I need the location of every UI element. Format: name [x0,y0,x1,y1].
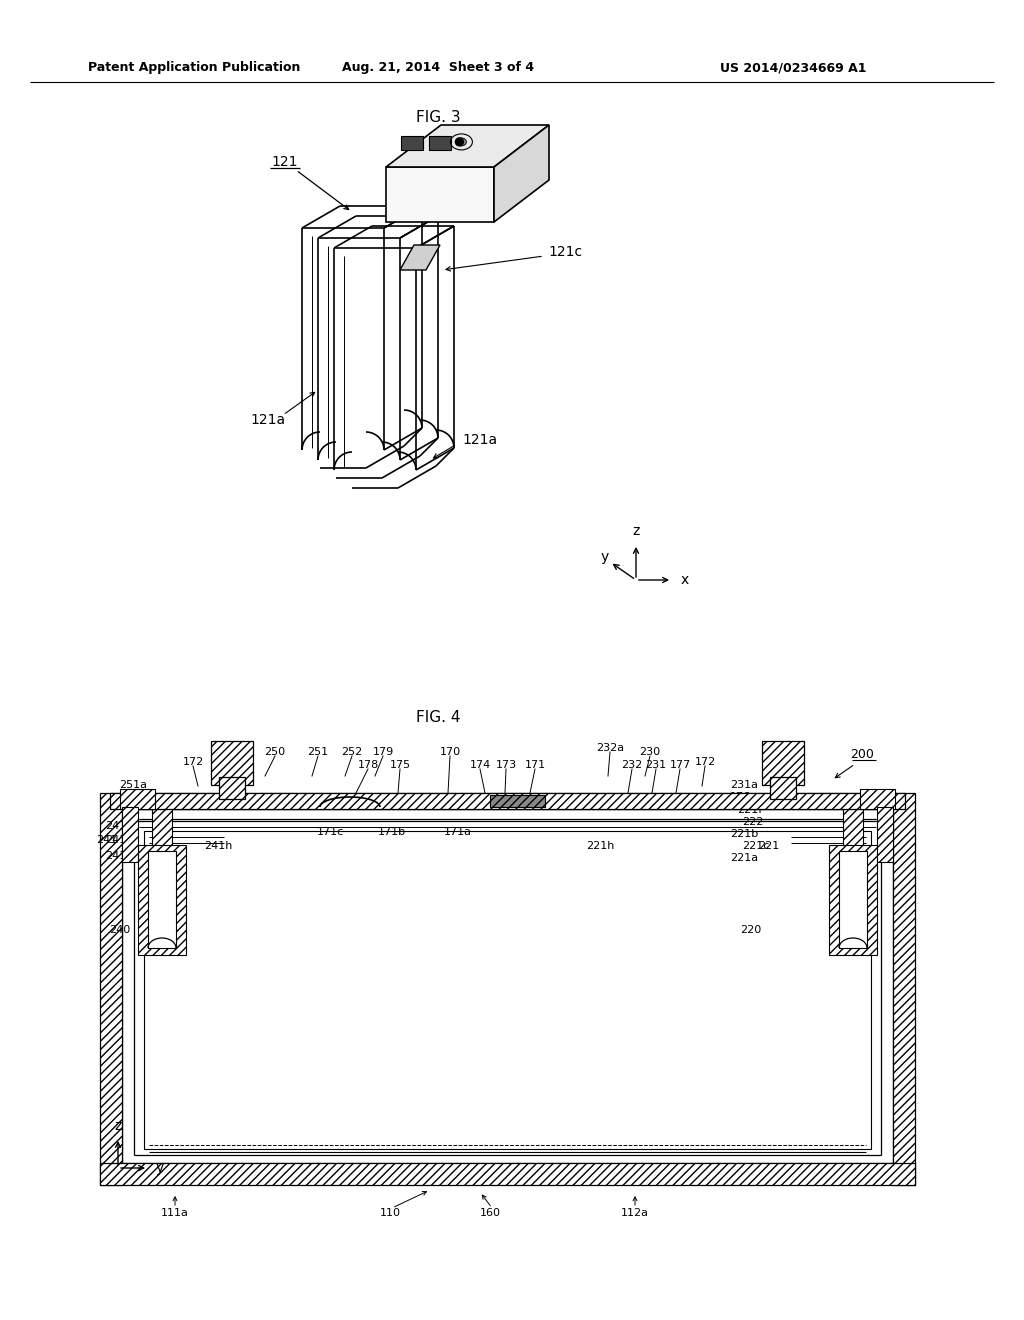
Text: x: x [681,573,689,587]
Bar [100,1163,915,1185]
Bar [122,793,893,809]
Polygon shape [386,125,549,168]
Text: y: y [156,1162,164,1175]
Text: 231a: 231a [730,780,758,789]
Text: FIG. 4: FIG. 4 [416,710,460,726]
Polygon shape [144,832,871,1148]
Bar [100,793,122,1185]
Text: 241b: 241b [104,821,133,832]
Text: 171: 171 [524,760,546,770]
Polygon shape [401,136,423,150]
Polygon shape [839,851,867,948]
Text: 221h: 221h [586,841,614,851]
Text: 171c: 171c [316,828,344,837]
Text: 252: 252 [341,747,362,756]
Text: 200: 200 [850,748,873,762]
Text: 241c: 241c [105,836,133,845]
Text: 172: 172 [694,756,716,767]
Text: 178: 178 [357,760,379,770]
Text: 172: 172 [182,756,204,767]
Text: 171b: 171b [378,828,407,837]
Text: 251: 251 [307,747,329,756]
Text: 179: 179 [373,747,393,756]
Bar [762,741,804,785]
Circle shape [456,137,464,147]
Text: FIG. 3: FIG. 3 [416,111,461,125]
Text: 170: 170 [439,747,461,756]
Text: z: z [632,524,640,539]
Text: 121f: 121f [394,158,426,172]
Text: 121b: 121b [430,139,466,152]
Bar [893,793,915,1185]
Polygon shape [494,125,549,222]
Bar [490,795,545,807]
Text: 121c: 121c [548,246,582,259]
Text: 230: 230 [639,747,660,756]
Text: US 2014/0234669 A1: US 2014/0234669 A1 [720,62,866,74]
Bar [122,807,138,862]
Text: 177: 177 [670,760,690,770]
Text: 232a: 232a [596,743,624,752]
Text: 250: 250 [264,747,286,756]
Text: 174: 174 [469,760,490,770]
Bar [120,789,155,809]
Text: Patent Application Publication: Patent Application Publication [88,62,300,74]
Bar [829,845,877,954]
Text: 241h: 241h [204,841,232,851]
Bar [152,809,172,923]
Text: 171a: 171a [444,828,472,837]
Text: 112a: 112a [621,1208,649,1218]
Bar [211,741,253,785]
Text: 251a: 251a [119,780,147,789]
Text: y: y [600,549,608,564]
Polygon shape [400,246,440,271]
Text: 222: 222 [742,817,763,828]
Text: 176: 176 [126,792,147,803]
Text: 220: 220 [740,925,761,935]
Text: 160: 160 [479,1208,501,1218]
Bar [138,845,186,954]
Text: 241: 241 [96,836,117,845]
Polygon shape [386,168,494,222]
Polygon shape [148,851,176,948]
Text: z: z [115,1119,122,1133]
Text: 173: 173 [496,760,516,770]
Text: 121a: 121a [462,433,497,447]
Text: 241a: 241a [104,851,133,861]
Text: 221b: 221b [730,829,758,840]
Polygon shape [429,136,452,150]
Text: 221a: 221a [730,853,758,863]
Text: 121h: 121h [503,133,538,147]
Text: 231: 231 [645,760,667,770]
Text: 175: 175 [389,760,411,770]
Bar [110,793,905,809]
Text: 240: 240 [109,925,130,935]
Text: 121a: 121a [251,413,286,426]
Text: 242: 242 [119,805,140,814]
Text: 221c: 221c [742,841,769,851]
Bar [860,789,895,809]
Bar [770,777,796,799]
Text: Aug. 21, 2014  Sheet 3 of 4: Aug. 21, 2014 Sheet 3 of 4 [342,62,535,74]
Ellipse shape [457,137,466,147]
Text: 176: 176 [730,792,752,803]
Bar [219,777,245,799]
Text: 121: 121 [271,154,298,169]
Bar [877,807,893,862]
Text: 232: 232 [622,760,643,770]
Text: 111a: 111a [161,1208,189,1218]
Text: 110: 110 [380,1208,400,1218]
Bar [843,809,863,923]
Text: 221f: 221f [737,805,762,814]
Text: 221: 221 [758,841,779,851]
